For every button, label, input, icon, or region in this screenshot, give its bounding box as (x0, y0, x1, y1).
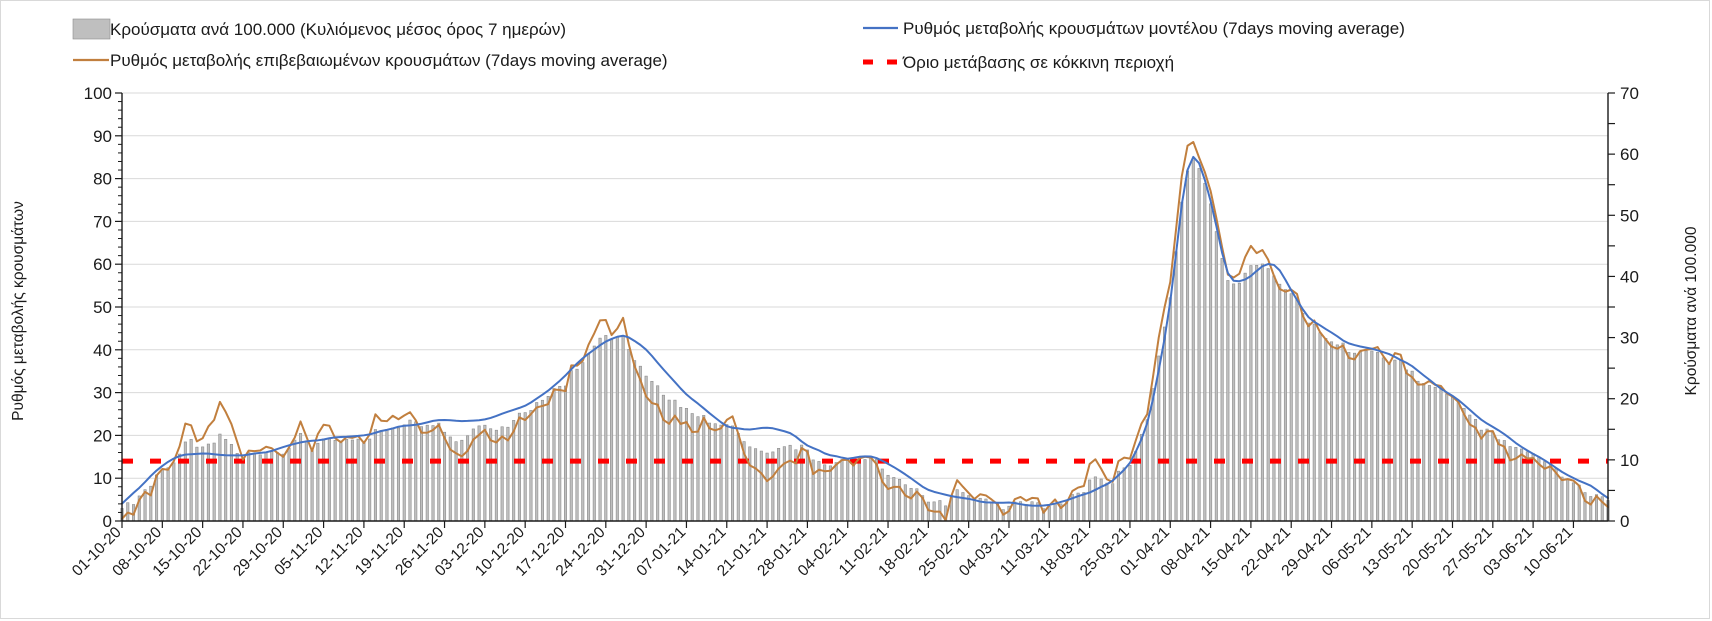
svg-text:40: 40 (1620, 267, 1639, 286)
svg-text:50: 50 (1620, 206, 1639, 225)
svg-text:30: 30 (1620, 329, 1639, 348)
svg-text:Κρούσματα ανά 100.000: Κρούσματα ανά 100.000 (1683, 226, 1700, 395)
svg-text:70: 70 (93, 212, 112, 231)
svg-text:Κρούσματα ανά 100.000 (Κυλιόμε: Κρούσματα ανά 100.000 (Κυλιόμενος μέσος … (110, 20, 566, 39)
svg-text:60: 60 (93, 255, 112, 274)
svg-text:Ρυθμός μεταβολής κρουσμάτων: Ρυθμός μεταβολής κρουσμάτων (10, 201, 27, 421)
svg-text:Όριο μετάβασης σε κόκκινη περι: Όριο μετάβασης σε κόκκινη περιοχή (902, 53, 1174, 72)
svg-text:0: 0 (1620, 512, 1629, 531)
svg-text:20: 20 (93, 426, 112, 445)
svg-text:20: 20 (1620, 390, 1639, 409)
svg-text:70: 70 (1620, 84, 1639, 103)
svg-text:100: 100 (84, 84, 112, 103)
svg-text:Ρυθμός μεταβολής κρουσμάτων μο: Ρυθμός μεταβολής κρουσμάτων μοντέλου (7d… (903, 19, 1405, 38)
svg-text:10: 10 (93, 469, 112, 488)
svg-text:30: 30 (93, 384, 112, 403)
svg-text:90: 90 (93, 127, 112, 146)
svg-text:80: 80 (93, 170, 112, 189)
svg-text:Ρυθμός μεταβολής επιβεβαιωμένω: Ρυθμός μεταβολής επιβεβαιωμένων κρουσμάτ… (110, 51, 668, 70)
svg-text:40: 40 (93, 341, 112, 360)
svg-text:60: 60 (1620, 145, 1639, 164)
svg-text:50: 50 (93, 298, 112, 317)
svg-text:10: 10 (1620, 451, 1639, 470)
